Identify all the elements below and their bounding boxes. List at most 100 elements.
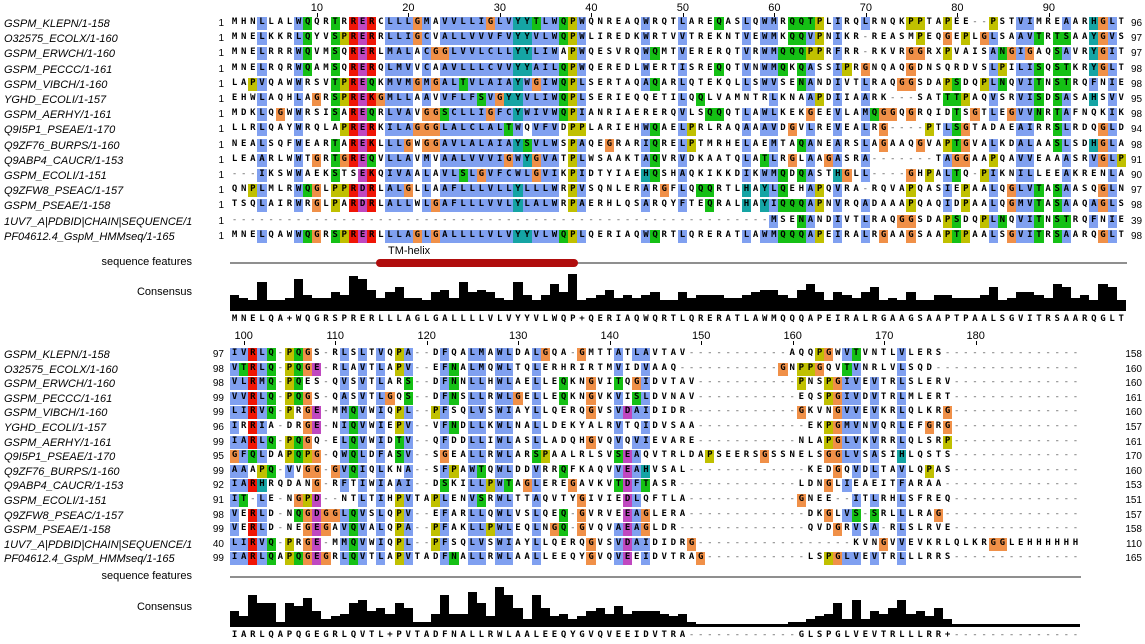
residue-cell[interactable]: Q bbox=[250, 199, 256, 210]
residue-cell[interactable]: R bbox=[248, 362, 258, 376]
residue-cell[interactable]: P bbox=[394, 537, 404, 551]
residue-cell[interactable]: R bbox=[716, 47, 722, 58]
residue-cell[interactable]: I bbox=[540, 77, 550, 91]
gap-cell[interactable]: - bbox=[323, 377, 329, 388]
residue-cell[interactable]: T bbox=[231, 199, 238, 210]
residue-cell[interactable]: M bbox=[1036, 17, 1042, 27]
residue-cell[interactable]: G bbox=[824, 348, 834, 361]
residue-cell[interactable]: T bbox=[688, 199, 695, 210]
residue-cell[interactable]: Q bbox=[696, 184, 706, 198]
residue-cell[interactable]: R bbox=[323, 17, 329, 27]
residue-cell[interactable]: G bbox=[997, 537, 1007, 551]
residue-cell[interactable]: G bbox=[303, 362, 313, 376]
residue-cell[interactable]: G bbox=[970, 108, 980, 122]
residue-cell[interactable]: L bbox=[467, 508, 477, 522]
residue-cell[interactable]: R bbox=[661, 229, 667, 240]
residue-cell[interactable]: G bbox=[1098, 153, 1108, 167]
residue-cell[interactable]: S bbox=[670, 421, 677, 431]
gap-cell[interactable]: - bbox=[752, 377, 759, 388]
gap-cell[interactable]: - bbox=[771, 435, 777, 446]
residue-cell[interactable]: L bbox=[707, 123, 713, 134]
residue-cell[interactable]: A bbox=[926, 479, 932, 490]
residue-cell[interactable]: R bbox=[670, 523, 677, 534]
gap-cell[interactable]: - bbox=[734, 362, 741, 373]
residue-cell[interactable]: A bbox=[632, 508, 642, 522]
residue-cell[interactable]: A bbox=[314, 62, 320, 73]
gap-cell[interactable]: - bbox=[908, 153, 914, 164]
residue-cell[interactable]: Q bbox=[1091, 123, 1097, 134]
gap-cell[interactable]: - bbox=[1027, 377, 1033, 388]
residue-cell[interactable]: L bbox=[734, 199, 741, 210]
gap-cell[interactable]: - bbox=[963, 377, 969, 388]
residue-cell[interactable]: L bbox=[467, 450, 477, 464]
residue-cell[interactable]: G bbox=[1006, 108, 1017, 122]
residue-cell[interactable]: L bbox=[421, 169, 432, 182]
residue-cell[interactable]: N bbox=[304, 479, 311, 490]
residue-cell[interactable]: M bbox=[332, 537, 338, 548]
residue-cell[interactable]: R bbox=[889, 552, 896, 563]
residue-cell[interactable]: E bbox=[312, 406, 322, 420]
residue-cell[interactable]: T bbox=[880, 552, 887, 563]
residue-cell[interactable]: D bbox=[862, 391, 868, 402]
residue-cell[interactable]: N bbox=[286, 494, 293, 504]
residue-cell[interactable]: V bbox=[1107, 32, 1117, 46]
residue-cell[interactable]: L bbox=[495, 229, 505, 243]
residue-cell[interactable]: A bbox=[460, 362, 466, 373]
gap-cell[interactable]: - bbox=[414, 464, 421, 475]
residue-cell[interactable]: W bbox=[641, 47, 651, 61]
residue-cell[interactable]: P bbox=[568, 77, 578, 91]
residue-cell[interactable]: M bbox=[769, 169, 779, 182]
residue-cell[interactable]: E bbox=[953, 17, 960, 27]
gap-cell[interactable]: - bbox=[716, 523, 722, 534]
residue-cell[interactable]: V bbox=[741, 47, 752, 61]
residue-cell[interactable]: L bbox=[1107, 62, 1117, 76]
residue-cell[interactable]: L bbox=[394, 123, 404, 137]
residue-cell[interactable]: G bbox=[952, 153, 962, 167]
residue-cell[interactable]: Q bbox=[624, 435, 631, 446]
residue-cell[interactable]: E bbox=[551, 377, 558, 388]
residue-cell[interactable]: R bbox=[348, 62, 358, 76]
residue-cell[interactable]: Q bbox=[559, 108, 569, 122]
gap-cell[interactable]: - bbox=[990, 479, 996, 490]
residue-cell[interactable]: L bbox=[458, 17, 468, 30]
residue-cell[interactable]: A bbox=[889, 464, 896, 475]
residue-cell[interactable]: G bbox=[431, 199, 441, 213]
residue-cell[interactable]: T bbox=[368, 494, 375, 504]
residue-cell[interactable]: E bbox=[241, 138, 247, 149]
gap-cell[interactable]: - bbox=[889, 123, 896, 134]
residue-cell[interactable]: I bbox=[476, 17, 486, 30]
gap-cell[interactable]: - bbox=[1072, 406, 1079, 417]
residue-cell[interactable]: V bbox=[652, 348, 658, 358]
residue-cell[interactable]: L bbox=[421, 229, 432, 243]
residue-cell[interactable]: A bbox=[403, 153, 413, 167]
residue-cell[interactable]: V bbox=[842, 406, 852, 420]
gap-cell[interactable]: - bbox=[615, 214, 622, 225]
residue-cell[interactable]: L bbox=[677, 93, 688, 106]
residue-cell[interactable]: L bbox=[677, 123, 688, 137]
residue-cell[interactable]: G bbox=[760, 450, 770, 464]
residue-cell[interactable]: S bbox=[981, 62, 987, 73]
residue-cell[interactable]: P bbox=[284, 435, 294, 449]
residue-cell[interactable]: D bbox=[432, 552, 439, 563]
residue-cell[interactable]: L bbox=[403, 199, 413, 213]
residue-cell[interactable]: R bbox=[606, 108, 613, 119]
residue-cell[interactable]: S bbox=[1072, 93, 1079, 103]
residue-cell[interactable]: A bbox=[295, 479, 302, 490]
residue-cell[interactable]: Q bbox=[634, 421, 640, 431]
residue-cell[interactable]: V bbox=[295, 464, 302, 475]
residue-cell[interactable]: L bbox=[897, 391, 907, 405]
residue-cell[interactable]: L bbox=[231, 153, 238, 164]
gap-cell[interactable]: - bbox=[780, 377, 786, 388]
residue-cell[interactable]: T bbox=[1061, 77, 1071, 91]
residue-cell[interactable]: L bbox=[1107, 184, 1117, 198]
gap-cell[interactable]: - bbox=[762, 348, 768, 358]
residue-cell[interactable]: D bbox=[926, 214, 932, 225]
residue-cell[interactable]: L bbox=[860, 229, 870, 243]
residue-cell[interactable]: L bbox=[257, 62, 267, 76]
residue-cell[interactable]: P bbox=[942, 77, 953, 91]
gap-cell[interactable]: - bbox=[880, 169, 887, 179]
residue-cell[interactable]: K bbox=[367, 93, 377, 106]
gap-cell[interactable]: - bbox=[414, 435, 421, 446]
residue-cell[interactable]: W bbox=[368, 479, 375, 490]
residue-cell[interactable]: R bbox=[889, 406, 896, 417]
